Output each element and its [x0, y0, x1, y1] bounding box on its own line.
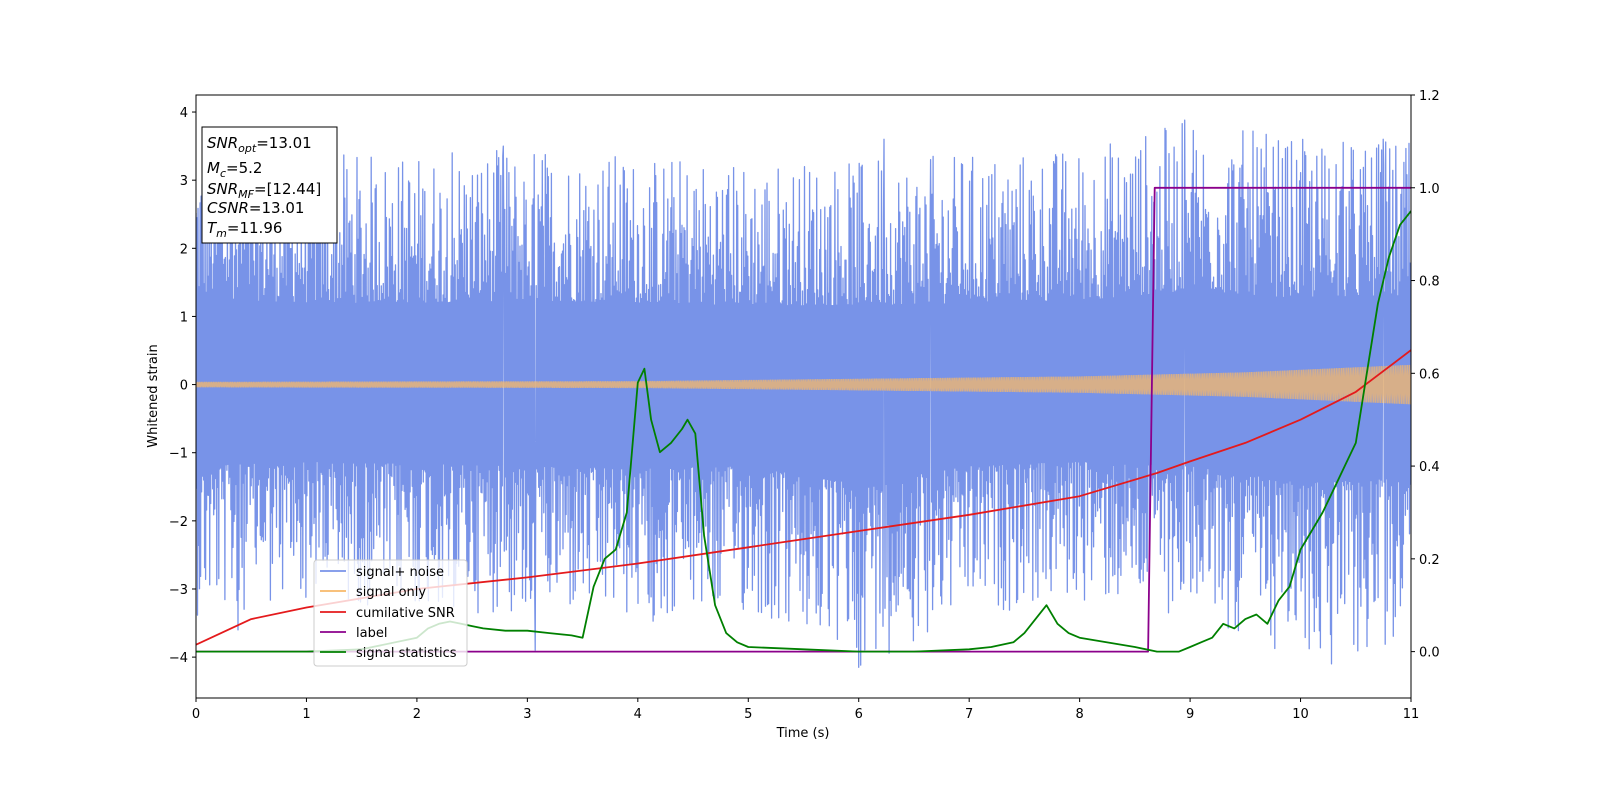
x-tick-label: 10 — [1292, 707, 1309, 722]
x-tick-label: 11 — [1403, 707, 1420, 722]
x-tick-label: 2 — [413, 707, 421, 722]
y2-tick-label: 1.2 — [1419, 89, 1440, 104]
info-tm: Tm=11.96 — [207, 219, 282, 240]
y2-tick-label: 0.2 — [1419, 553, 1440, 568]
legend-label: cumilative SNR — [356, 606, 455, 621]
legend-item-signal-statistics: signal statistics — [320, 646, 457, 661]
series-signal-only — [196, 364, 1411, 405]
info-snr-opt: SNRopt=13.01 — [207, 134, 312, 155]
y-tick-label: −2 — [169, 515, 188, 530]
legend-label: signal+ noise — [356, 565, 444, 580]
y2-axis-ticks: 0.0 0.2 0.4 0.6 0.8 1.0 1.2 — [1411, 89, 1440, 661]
x-axis-ticks: 0 1 2 3 4 5 6 7 8 9 10 11 — [192, 698, 1419, 722]
y2-tick-label: 0.8 — [1419, 275, 1440, 290]
series-signal-noise — [196, 119, 1411, 668]
legend-label: label — [356, 626, 387, 641]
legend-item-label: label — [320, 626, 387, 641]
y-tick-label: 2 — [180, 242, 188, 257]
y-tick-label: −1 — [169, 447, 188, 462]
legend: signal+ noise signal only cumilative SNR… — [313, 559, 468, 667]
series-label — [196, 186, 1411, 653]
y-axis-label: Whitened strain — [146, 344, 161, 447]
y-tick-label: 0 — [180, 379, 188, 394]
x-axis-label: Time (s) — [776, 726, 830, 741]
plot-frame — [195, 94, 1412, 699]
y-tick-label: 4 — [180, 106, 188, 121]
info-csnr: CSNR=13.01 — [207, 199, 304, 217]
info-box: SNRopt=13.01 Mc=5.2 SNRMF=[12.44] CSNR=1… — [201, 126, 338, 244]
x-tick-label: 6 — [855, 707, 863, 722]
y2-tick-label: 0.0 — [1419, 646, 1440, 661]
x-tick-label: 1 — [302, 707, 310, 722]
legend-label: signal only — [356, 585, 426, 600]
legend-item-signal-noise: signal+ noise — [320, 565, 444, 580]
y-axis-ticks: −4 −3 −2 −1 0 1 2 3 4 — [169, 106, 196, 666]
y-tick-label: 3 — [180, 174, 188, 189]
y2-tick-label: 0.6 — [1419, 367, 1440, 382]
info-snr-mf: SNRMF=[12.44] — [207, 180, 321, 201]
legend-label: signal statistics — [356, 646, 457, 661]
series-signal-statistics — [196, 210, 1411, 653]
x-tick-label: 8 — [1075, 707, 1083, 722]
y-tick-label: −3 — [169, 583, 188, 598]
x-tick-label: 4 — [634, 707, 642, 722]
x-tick-label: 5 — [744, 707, 752, 722]
y-tick-label: −4 — [169, 651, 188, 666]
y2-tick-label: 1.0 — [1419, 182, 1440, 197]
x-tick-label: 0 — [192, 707, 200, 722]
y2-tick-label: 0.4 — [1419, 460, 1440, 475]
x-tick-label: 7 — [965, 707, 973, 722]
info-mc: Mc=5.2 — [207, 159, 262, 180]
legend-item-cumulative-snr: cumilative SNR — [320, 606, 455, 621]
y-tick-label: 1 — [180, 310, 188, 325]
legend-item-signal-only: signal only — [320, 585, 426, 600]
x-tick-label: 3 — [523, 707, 531, 722]
x-tick-label: 9 — [1186, 707, 1194, 722]
